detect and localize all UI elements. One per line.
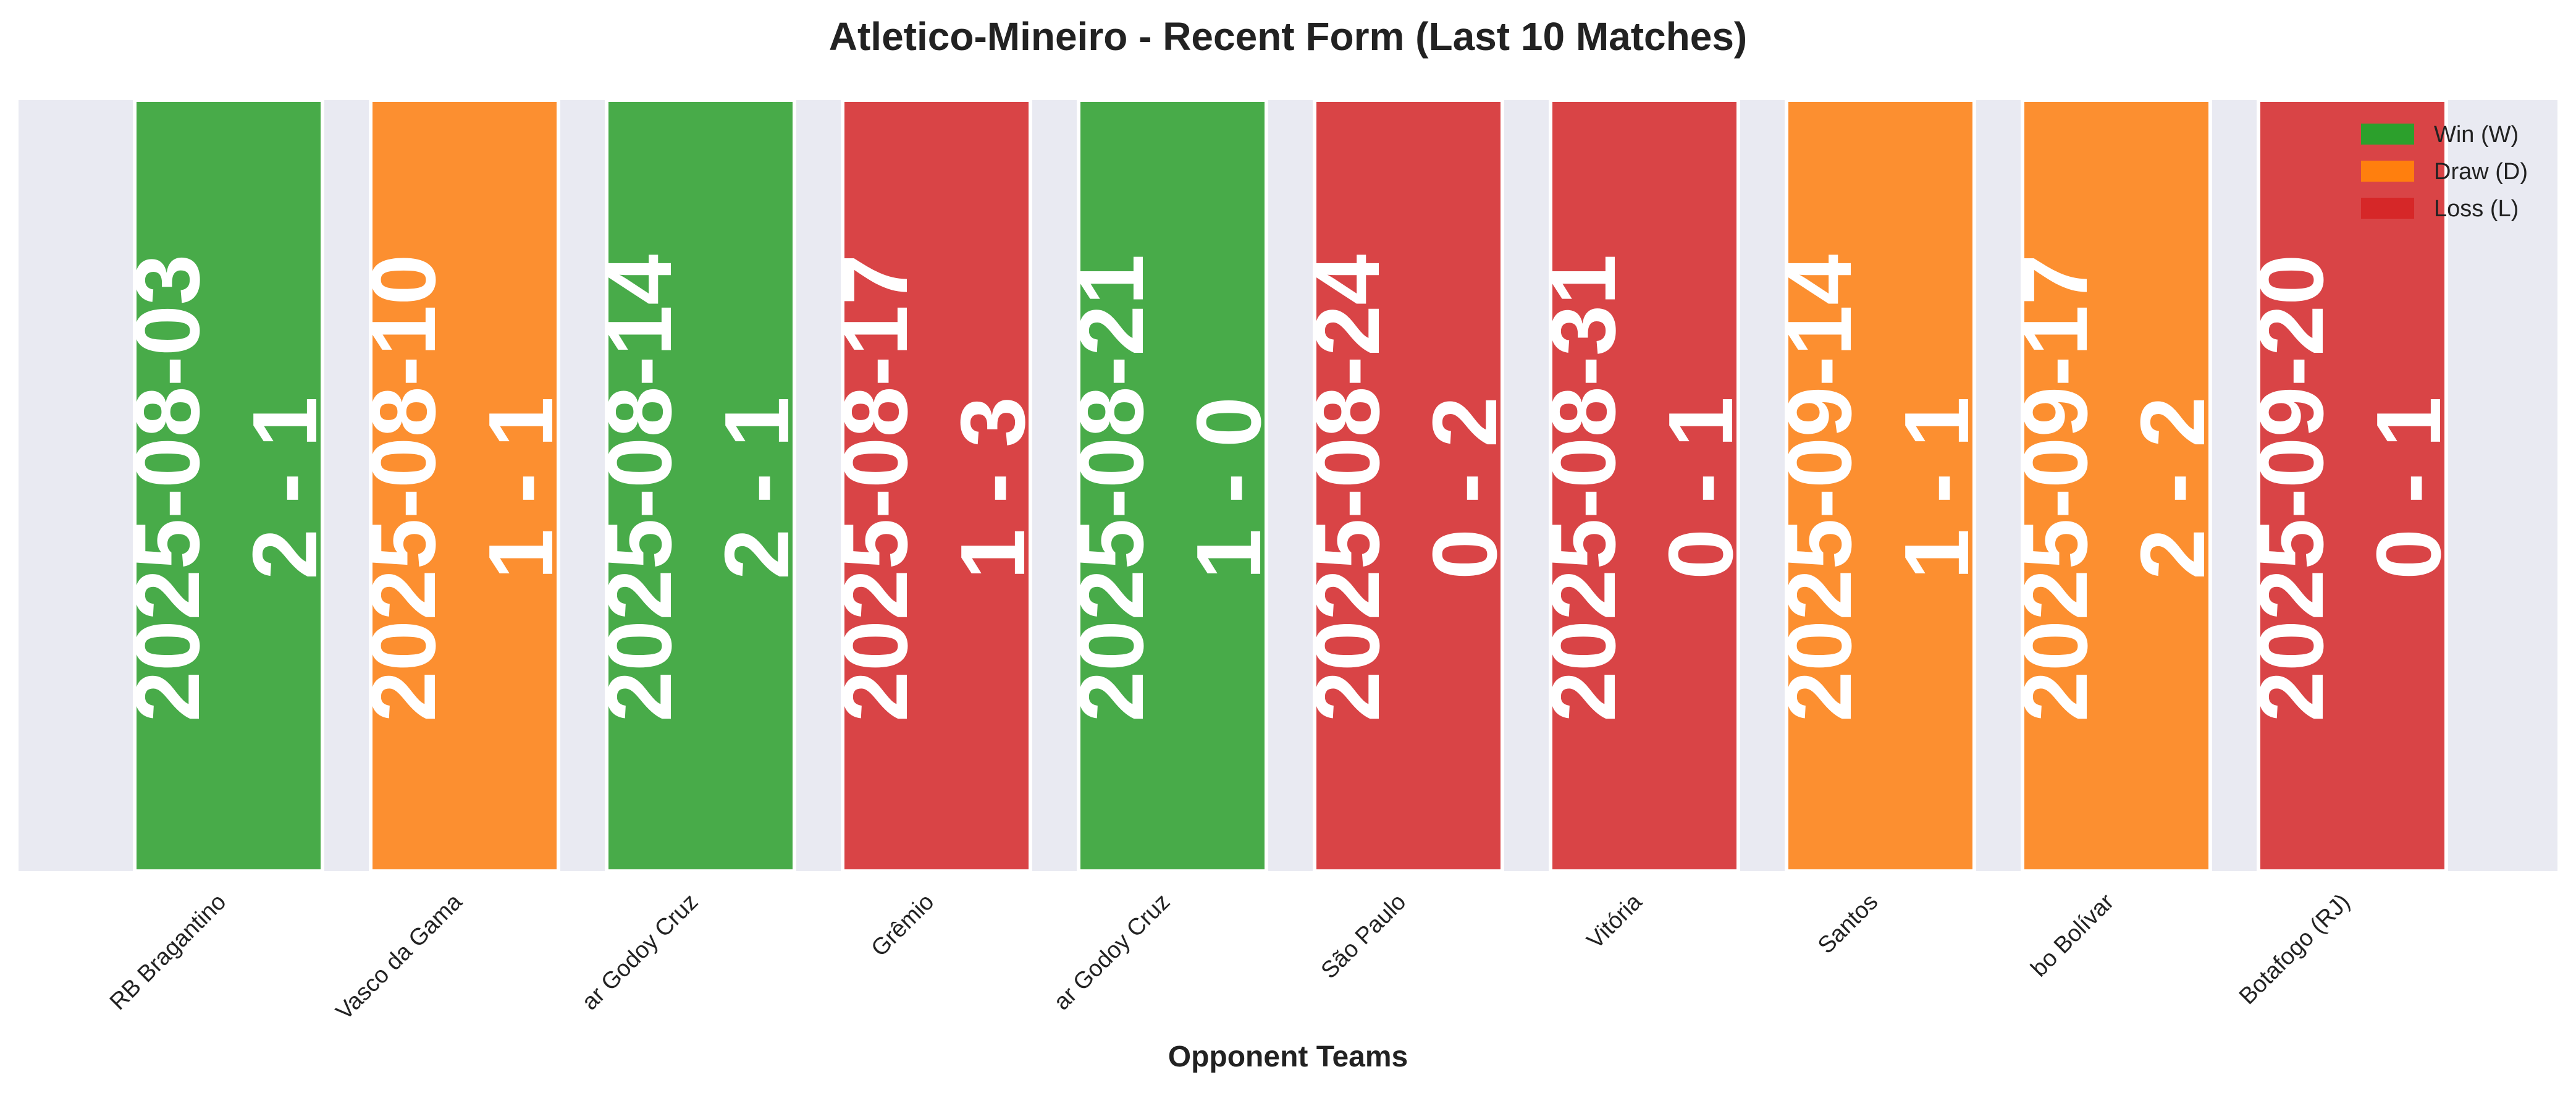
match-score: 1 - 3	[942, 397, 1044, 580]
legend-swatch	[2361, 124, 2414, 145]
opponent-label: Vitória	[1582, 888, 1648, 954]
bar-label: 2025-08-03 2 - 1	[117, 254, 336, 722]
opponent-label: Botafogo (RJ)	[2234, 889, 2355, 1010]
match-bar-group: 2025-08-14 2 - 1	[589, 98, 808, 873]
match-bar	[369, 98, 560, 873]
match-bar	[1549, 98, 1740, 873]
legend-item: Loss (L)	[2361, 196, 2519, 222]
bar-label: 2025-08-10 1 - 1	[353, 254, 572, 722]
match-bar	[1313, 98, 1504, 873]
match-score: 1 - 1	[470, 397, 572, 580]
match-bar	[1077, 98, 1268, 873]
chart-title: Atletico-Mineiro - Recent Form (Last 10 …	[828, 14, 1748, 59]
match-date: 2025-08-17	[825, 254, 927, 722]
legend-swatch	[2361, 198, 2414, 219]
match-bar-group: 2025-09-17 2 - 2	[2005, 98, 2224, 873]
legend-label: Loss (L)	[2434, 196, 2519, 222]
match-date: 2025-08-31	[1533, 254, 1635, 722]
opponent-label: ar Godoy Cruz	[577, 889, 703, 1015]
opponent-label: ar Godoy Cruz	[1049, 889, 1175, 1015]
bar-label: 2025-08-24 0 - 2	[1297, 254, 1516, 722]
legend-item: Draw (D)	[2361, 159, 2528, 185]
opponent-label: bo Bolívar	[2026, 888, 2119, 982]
bar-label: 2025-09-17 2 - 2	[2005, 254, 2224, 722]
match-bar-group: 2025-08-10 1 - 1	[353, 98, 572, 873]
bar-label: 2025-09-14 1 - 1	[1769, 254, 1988, 722]
opponent-label: Vasco da Gama	[331, 888, 468, 1025]
legend-label: Win (W)	[2434, 122, 2519, 148]
match-bar	[133, 98, 324, 873]
match-score: 2 - 2	[2122, 397, 2224, 580]
match-score: 0 - 1	[2358, 397, 2460, 580]
match-bar	[1785, 98, 1976, 873]
opponent-label: Santos	[1813, 889, 1883, 959]
match-bar-group: 2025-08-31 0 - 1	[1533, 98, 1752, 873]
opponent-label: Grêmio	[867, 889, 940, 962]
match-date: 2025-08-14	[589, 254, 691, 722]
match-bar	[605, 98, 796, 873]
match-date: 2025-09-14	[1769, 254, 1871, 722]
legend-item: Win (W)	[2361, 122, 2519, 148]
legend: Win (W) Draw (D) Loss (L)	[2361, 122, 2528, 222]
bar-label: 2025-08-21 1 - 0	[1061, 254, 1280, 722]
match-bar-group: 2025-09-14 1 - 1	[1769, 98, 1988, 873]
bar-label: 2025-09-20 0 - 1	[2241, 254, 2460, 722]
match-date: 2025-08-10	[353, 254, 455, 722]
match-bar	[2021, 98, 2212, 873]
match-bar	[841, 98, 1032, 873]
match-bar-group: 2025-08-24 0 - 2	[1297, 98, 1516, 873]
legend-label: Draw (D)	[2434, 159, 2528, 185]
match-date: 2025-08-03	[117, 254, 219, 722]
match-score: 0 - 1	[1650, 397, 1752, 580]
match-score: 0 - 2	[1414, 397, 1516, 580]
opponent-label: São Paulo	[1316, 889, 1412, 984]
match-score: 2 - 1	[706, 397, 808, 580]
x-tick-labels: RB Bragantino Vasco da Gama ar Godoy Cruz G…	[105, 888, 2355, 1025]
match-bar-group: 2025-08-03 2 - 1	[117, 98, 336, 873]
match-date: 2025-08-21	[1061, 254, 1163, 722]
bar-label: 2025-08-14 2 - 1	[589, 254, 808, 722]
match-score: 1 - 1	[1886, 397, 1988, 580]
x-axis-label: Opponent Teams	[1168, 1040, 1408, 1073]
bar-label: 2025-08-31 0 - 1	[1533, 254, 1752, 722]
match-date: 2025-09-20	[2241, 254, 2342, 722]
match-bar-group: 2025-08-21 1 - 0	[1061, 98, 1280, 873]
match-bar-group: 2025-08-17 1 - 3	[825, 98, 1044, 873]
bars-group: 2025-08-03 2 - 1 2025-08-10 1 - 1 2025-08-14…	[117, 98, 2460, 873]
match-score: 2 - 1	[234, 397, 336, 580]
opponent-label: RB Bragantino	[105, 889, 231, 1015]
match-score: 1 - 0	[1178, 397, 1280, 580]
bar-label: 2025-08-17 1 - 3	[825, 254, 1044, 722]
match-date: 2025-09-17	[2005, 254, 2107, 722]
match-bar-group: 2025-09-20 0 - 1	[2241, 98, 2460, 873]
match-bar	[2257, 98, 2448, 873]
match-date: 2025-08-24	[1297, 254, 1399, 722]
legend-swatch	[2361, 161, 2414, 182]
